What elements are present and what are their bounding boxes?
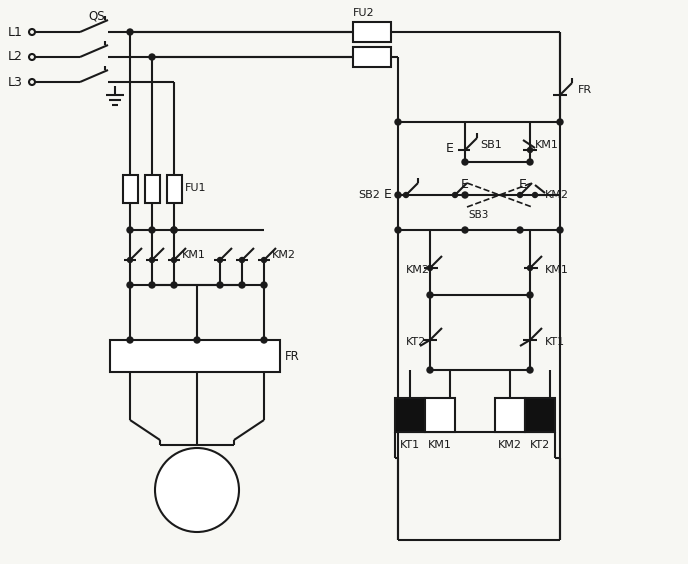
Text: KM2: KM2 [272, 250, 296, 260]
Circle shape [528, 266, 533, 271]
Text: 3: 3 [160, 349, 169, 363]
Text: FR: FR [285, 350, 300, 363]
Circle shape [171, 258, 177, 262]
Text: M: M [190, 478, 204, 496]
Bar [353, 47, 391, 67]
Circle shape [127, 337, 133, 343]
Circle shape [261, 258, 266, 262]
Circle shape [155, 448, 239, 532]
Circle shape [239, 258, 244, 262]
Text: SB3: SB3 [468, 210, 488, 220]
Circle shape [171, 227, 177, 233]
Bar [167, 175, 182, 203]
Text: L3: L3 [8, 76, 23, 89]
Circle shape [427, 292, 433, 298]
Text: E: E [461, 178, 469, 192]
Circle shape [149, 258, 155, 262]
Text: SB1: SB1 [480, 140, 502, 150]
Text: E: E [446, 142, 454, 155]
Bar [110, 340, 280, 372]
Circle shape [171, 227, 177, 233]
Circle shape [127, 227, 133, 233]
Bar [495, 398, 525, 432]
Circle shape [527, 367, 533, 373]
Text: QS: QS [88, 10, 105, 23]
Circle shape [427, 367, 433, 373]
Circle shape [527, 292, 533, 298]
Circle shape [171, 282, 177, 288]
Circle shape [127, 29, 133, 35]
Text: KT1: KT1 [400, 440, 420, 450]
Circle shape [217, 282, 223, 288]
Circle shape [261, 337, 267, 343]
Bar [145, 175, 160, 203]
Text: KM1: KM1 [545, 265, 569, 275]
Text: KT2: KT2 [530, 440, 550, 450]
Text: L2: L2 [8, 51, 23, 64]
Text: KM2: KM2 [498, 440, 522, 450]
Circle shape [533, 192, 537, 197]
Circle shape [462, 227, 468, 233]
Circle shape [527, 159, 533, 165]
Circle shape [395, 192, 401, 198]
Text: FU1: FU1 [185, 183, 206, 193]
Text: L1: L1 [8, 25, 23, 38]
Text: KM1: KM1 [428, 440, 452, 450]
Circle shape [528, 148, 533, 152]
Circle shape [149, 227, 155, 233]
Bar [395, 398, 425, 432]
Circle shape [261, 282, 267, 288]
Text: 3∼: 3∼ [189, 495, 205, 505]
Bar [353, 22, 391, 42]
Circle shape [127, 258, 133, 262]
Circle shape [395, 227, 401, 233]
Circle shape [403, 192, 409, 197]
Text: FU2: FU2 [353, 8, 375, 18]
Circle shape [149, 282, 155, 288]
Circle shape [517, 227, 523, 233]
Circle shape [127, 282, 133, 288]
Circle shape [194, 337, 200, 343]
Text: FR: FR [578, 85, 592, 95]
Bar [425, 398, 455, 432]
Circle shape [217, 258, 222, 262]
Text: KM2: KM2 [545, 190, 569, 200]
Text: KM2: KM2 [406, 265, 430, 275]
Circle shape [462, 159, 468, 165]
Circle shape [239, 282, 245, 288]
Bar [525, 398, 555, 432]
Text: E: E [519, 178, 527, 192]
Circle shape [462, 192, 468, 198]
Circle shape [557, 227, 563, 233]
Circle shape [557, 119, 563, 125]
Text: E: E [384, 188, 392, 201]
Text: KT2: KT2 [406, 337, 427, 347]
Circle shape [517, 192, 522, 197]
Text: KM1: KM1 [182, 250, 206, 260]
Circle shape [453, 192, 458, 197]
Bar [123, 175, 138, 203]
Circle shape [149, 54, 155, 60]
Text: KM1: KM1 [535, 140, 559, 150]
Circle shape [395, 119, 401, 125]
Text: SB2: SB2 [358, 190, 380, 200]
Circle shape [427, 266, 433, 271]
Text: KT1: KT1 [545, 337, 565, 347]
